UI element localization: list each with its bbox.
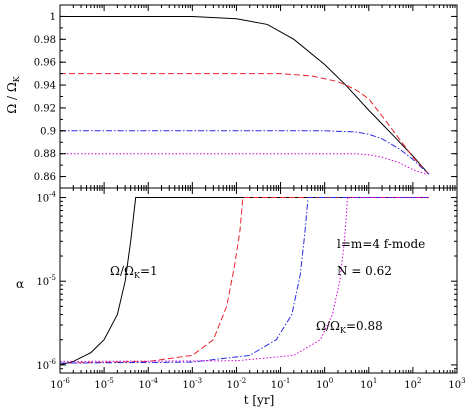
top-y-tick-label: 0.88 xyxy=(34,149,56,160)
x-tick-label: 100 xyxy=(316,377,333,391)
x-tick-label: 10-4 xyxy=(138,377,158,391)
x-tick-label: 10-6 xyxy=(50,377,70,391)
top-y-tick-label: 0.98 xyxy=(34,35,56,46)
top-y-tick-label: 0.92 xyxy=(34,103,56,114)
annotation-mode: l=m=4 f-mode xyxy=(337,237,425,251)
top-series-line-1 xyxy=(60,15,430,175)
top-panel: 0.86 0.88 0.9 0.92 0.94 0.96 0.98 1 Ω / ΩK xyxy=(5,4,458,189)
top-y-tick-label: 0.94 xyxy=(34,81,56,92)
x-tick-label: 10-5 xyxy=(94,377,114,391)
top-axis-ticks: 0.86 0.88 0.9 0.92 0.94 0.96 0.98 1 xyxy=(34,4,458,189)
bottom-y-tick-label: 10-4 xyxy=(36,191,56,205)
x-tick-label: 10-1 xyxy=(271,377,291,391)
bottom-series-line-2 xyxy=(59,197,429,364)
top-y-tick-label: 0.86 xyxy=(34,172,56,183)
top-y-axis-label: Ω / ΩK xyxy=(5,75,21,114)
x-tick-label: 10-2 xyxy=(227,377,247,391)
annotation-omega-088: Ω/ΩK=0.88 xyxy=(316,319,383,335)
bottom-y-tick-label: 10-5 xyxy=(36,274,56,288)
bottom-series-line-1 xyxy=(59,197,429,366)
bottom-y-tick-label: 10-6 xyxy=(36,358,56,372)
bottom-series-lines xyxy=(59,197,429,366)
x-tick-label: 103 xyxy=(448,377,465,391)
annotation-omega-1: Ω/ΩK=1 xyxy=(110,264,158,280)
annotation-n-value: N = 0.62 xyxy=(337,264,392,278)
top-series-line-3 xyxy=(60,130,430,175)
x-tick-label: 10-3 xyxy=(183,377,203,391)
x-axis-label: t [yr] xyxy=(244,393,275,407)
top-series-line-4 xyxy=(60,153,427,175)
bottom-y-axis-label: α xyxy=(16,277,24,291)
bottom-panel: 10-6 10-5 10-4 10-3 10-2 10-1 100 101 102 103 10-6… xyxy=(16,187,466,407)
top-series-lines xyxy=(60,15,430,175)
top-series-line-2 xyxy=(60,73,430,175)
top-y-tick-label: 0.96 xyxy=(34,58,56,69)
x-tick-label: 101 xyxy=(360,377,377,391)
bottom-series-line-3 xyxy=(59,197,429,364)
x-tick-label: 102 xyxy=(404,377,421,391)
bottom-plot-frame xyxy=(59,187,458,374)
bottom-series-line-4 xyxy=(59,197,429,362)
top-plot-frame xyxy=(59,4,458,189)
top-y-tick-label: 1 xyxy=(50,12,56,23)
top-y-tick-label: 0.9 xyxy=(40,126,56,137)
bottom-axis-ticks: 10-6 10-5 10-4 10-3 10-2 10-1 100 101 102 103 10-6… xyxy=(36,188,466,391)
